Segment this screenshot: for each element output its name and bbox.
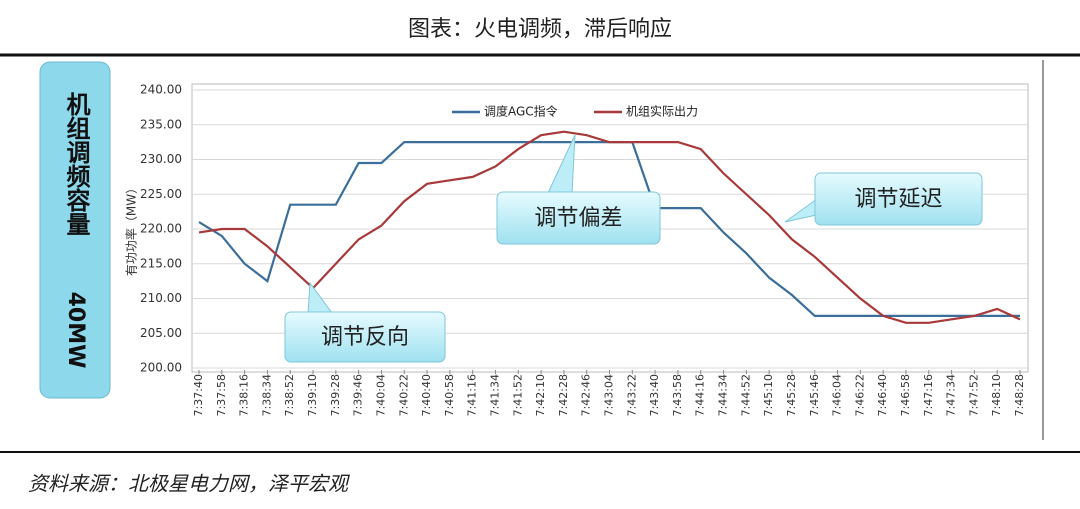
y-tick-label: 235.00 [140,117,182,131]
callout-box [284,311,446,363]
x-tick-label: 7:40:04 [374,374,387,416]
x-tick-label: 7:43:04 [603,374,616,416]
y-tick-label: 230.00 [140,152,182,166]
x-tick-label: 7:43:40 [648,374,661,416]
y-tick-label: 220.00 [140,222,182,236]
x-tick-label: 7:42:28 [557,374,570,416]
callout-text: 调节延迟 [854,187,942,212]
series-line [198,130,1021,324]
x-tick-label: 7:37:40 [192,374,205,416]
source: 资料来源：北极星电力网，泽平宏观 [28,472,350,496]
y-tick-label: 205.00 [140,326,182,340]
x-tick-label: 7:43:22 [625,374,638,416]
x-tick-label: 7:40:40 [420,374,433,416]
x-tick-label: 7:47:52 [967,374,980,416]
y-tick-label: 210.00 [140,291,182,305]
x-tick-label: 7:44:34 [717,374,730,416]
x-tick-label: 7:39:28 [329,374,342,416]
legend-label: 调度AGC指令 [484,104,558,119]
x-tick-label: 7:47:16 [922,374,935,416]
x-tick-label: 7:38:34 [260,374,273,416]
x-tick-label: 7:44:52 [739,374,752,416]
x-tick-label: 7:39:10 [306,374,319,416]
x-tick-label: 7:45:28 [785,374,798,416]
x-tick-label: 7:47:34 [945,374,958,416]
x-tick-label: 7:45:46 [808,374,821,416]
x-tick-label: 7:38:52 [283,374,296,416]
x-tick-label: 7:37:58 [215,374,228,416]
y-tick-label: 225.00 [140,187,182,201]
y-tick-label: 240.00 [140,83,182,97]
x-tick-label: 7:48:10 [990,374,1003,416]
y-tick-label: 215.00 [140,256,182,270]
x-tick-label: 7:40:58 [443,374,456,416]
callout-box [496,191,661,245]
x-tick-label: 7:42:10 [534,374,547,416]
x-tick-label: 7:46:04 [831,374,844,416]
x-tick-label: 7:46:22 [853,374,866,416]
x-tick-label: 7:38:16 [238,374,251,416]
callout-box [814,172,983,226]
x-tick-label: 7:42:46 [580,374,593,416]
x-tick-label: 7:39:46 [352,374,365,416]
callout-text: 调节偏差 [534,206,622,231]
y-axis-label: 有功功率（MW） [124,182,139,276]
capacity-label: 机组调频容量 [62,92,90,236]
x-tick-label: 7:44:16 [694,374,707,416]
x-tick-label: 7:43:58 [671,374,684,416]
x-tick-label: 7:41:52 [511,374,524,416]
x-tick-label: 7:40:22 [397,374,410,416]
callout-text: 调节反向 [321,325,409,350]
x-tick-label: 7:48:28 [1013,374,1026,416]
capacity-box [39,61,111,399]
x-tick-label: 7:46:58 [899,374,912,416]
capacity-value: 40MW [63,292,88,369]
legend-label: 机组实际出力 [626,104,698,119]
x-tick-label: 7:46:40 [876,374,889,416]
y-tick-label: 200.00 [140,361,182,375]
x-tick-label: 7:41:34 [488,374,501,416]
page-title: 图表：火电调频，滞后响应 [408,17,672,42]
x-tick-label: 7:45:10 [762,374,775,416]
x-tick-label: 7:41:16 [466,374,479,416]
